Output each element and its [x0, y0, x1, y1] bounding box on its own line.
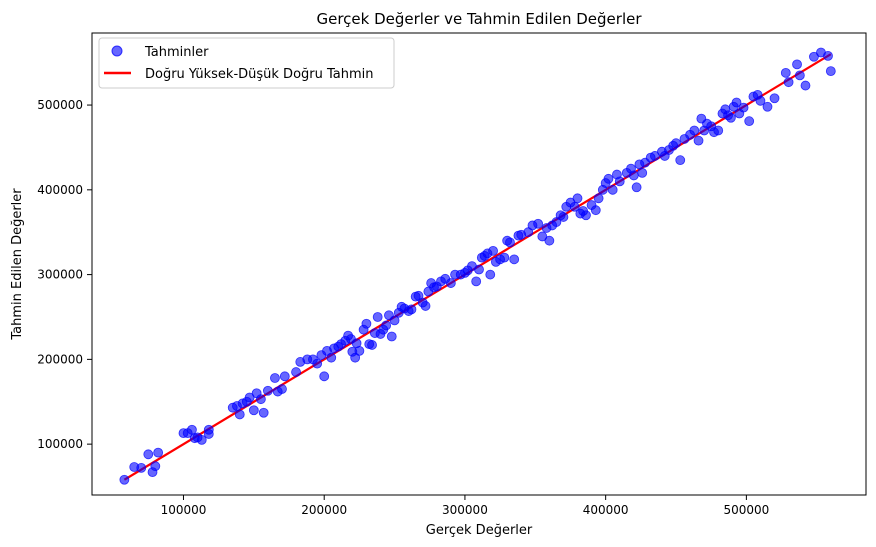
y-tick-label: 500000: [37, 98, 83, 112]
data-point: [505, 237, 515, 248]
data-point: [593, 193, 604, 204]
data-point: [420, 301, 431, 311]
y-axis-label: Tahmin Edilen Değerler: [10, 188, 25, 341]
data-point: [509, 254, 520, 265]
data-point: [485, 269, 496, 280]
data-point: [367, 340, 377, 350]
data-point: [537, 231, 548, 242]
data-point: [628, 170, 639, 181]
y-tick-label: 100000: [37, 437, 83, 451]
data-point: [792, 59, 802, 70]
data-point: [650, 151, 660, 161]
data-point: [755, 95, 766, 106]
data-point: [713, 125, 724, 136]
data-point: [258, 407, 269, 418]
data-point: [488, 245, 498, 256]
legend-marker-tahminler: [111, 45, 123, 57]
data-point: [603, 173, 614, 184]
data-point: [143, 449, 154, 460]
x-axis-ticks: 100000 200000 300000 400000 500000: [161, 495, 769, 517]
x-tick-label: 200000: [301, 503, 347, 517]
data-point: [203, 429, 214, 439]
data-point: [823, 50, 833, 61]
data-point: [150, 461, 161, 472]
scatter-points: [119, 47, 836, 485]
data-point: [783, 77, 794, 88]
data-point: [544, 235, 555, 246]
data-point: [279, 371, 290, 382]
data-point: [354, 345, 365, 356]
data-point: [248, 405, 259, 416]
chart-title: Gerçek Değerler ve Tahmin Edilen Değerle…: [316, 10, 642, 28]
data-point: [744, 116, 755, 127]
data-point: [386, 331, 397, 342]
x-tick-label: 400000: [583, 503, 629, 517]
data-point: [263, 385, 273, 396]
data-point: [445, 278, 456, 288]
data-point: [234, 409, 245, 420]
data-point: [389, 315, 400, 326]
data-point: [381, 320, 392, 331]
x-tick-label: 100000: [161, 503, 207, 517]
data-point: [631, 182, 642, 193]
data-point: [319, 371, 330, 382]
x-tick-label: 300000: [442, 503, 488, 517]
x-axis-label: Gerçek Değerler: [426, 523, 533, 538]
data-point: [312, 358, 323, 369]
data-point: [406, 304, 417, 315]
data-point: [607, 184, 618, 195]
legend: Tahminler Doğru Yüksek-Düşük Doğru Tahmi…: [98, 37, 395, 89]
data-point: [671, 138, 681, 149]
legend-box: [98, 37, 395, 89]
data-point: [153, 447, 164, 458]
data-point: [731, 97, 742, 108]
data-point: [726, 112, 736, 123]
data-point: [291, 367, 301, 377]
data-point: [136, 462, 147, 473]
data-point: [581, 210, 591, 221]
data-point: [825, 66, 836, 77]
data-point: [326, 352, 337, 363]
y-tick-label: 300000: [37, 268, 83, 282]
data-point: [689, 125, 700, 136]
plot-area: 100000 200000 300000 400000 500000 100000 200…: [37, 32, 867, 517]
data-point: [361, 318, 372, 329]
data-point: [794, 70, 805, 81]
x-tick-label: 500000: [723, 503, 769, 517]
data-point: [277, 384, 287, 394]
legend-label-tahminler: Tahminler: [144, 45, 209, 60]
data-point: [675, 155, 686, 166]
data-point: [800, 80, 811, 91]
data-point: [499, 252, 510, 263]
data-point: [762, 101, 773, 112]
plot-frame: [91, 32, 867, 496]
data-point: [769, 93, 780, 104]
data-point: [474, 264, 484, 275]
data-point: [187, 424, 197, 435]
data-point: [809, 51, 819, 62]
data-point: [693, 135, 704, 146]
data-point: [244, 392, 255, 403]
data-point: [558, 212, 569, 222]
data-point: [780, 67, 791, 78]
data-point: [572, 193, 583, 204]
data-point: [270, 373, 280, 383]
data-point: [196, 434, 207, 445]
data-point: [372, 312, 383, 322]
data-point: [533, 218, 544, 229]
data-point: [738, 102, 749, 113]
data-point: [614, 176, 625, 187]
y-tick-label: 200000: [37, 352, 83, 366]
legend-label-line: Doğru Yüksek-Düşük Doğru Tahmin: [145, 67, 374, 82]
data-point: [637, 167, 648, 178]
data-point: [119, 474, 130, 485]
y-tick-label: 400000: [37, 183, 83, 197]
data-point: [590, 205, 601, 216]
data-point: [255, 394, 266, 405]
data-point: [471, 276, 482, 287]
y-axis-ticks: 100000 200000 300000 400000 500000: [37, 98, 92, 451]
